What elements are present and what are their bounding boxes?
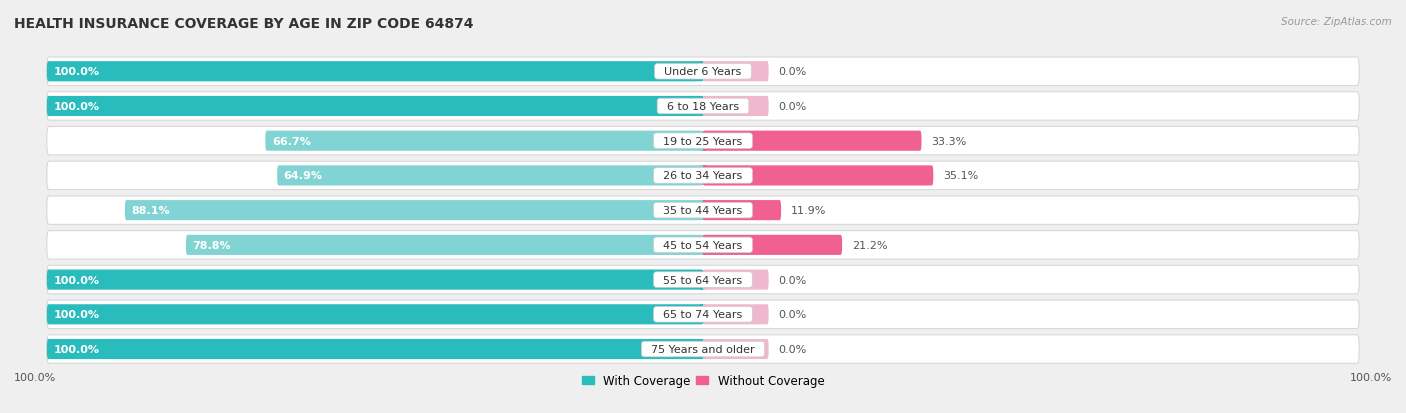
FancyBboxPatch shape xyxy=(46,162,1360,190)
Text: Source: ZipAtlas.com: Source: ZipAtlas.com xyxy=(1281,17,1392,26)
Text: 45 to 54 Years: 45 to 54 Years xyxy=(657,240,749,250)
Bar xyxy=(703,304,706,325)
FancyBboxPatch shape xyxy=(703,270,769,290)
FancyBboxPatch shape xyxy=(46,93,1360,121)
FancyBboxPatch shape xyxy=(46,197,1360,225)
FancyBboxPatch shape xyxy=(46,58,1360,86)
Bar xyxy=(700,339,703,359)
Text: 100.0%: 100.0% xyxy=(53,102,100,112)
Bar xyxy=(703,166,706,186)
Bar xyxy=(700,304,703,325)
Text: 55 to 64 Years: 55 to 64 Years xyxy=(657,275,749,285)
FancyBboxPatch shape xyxy=(703,201,782,221)
FancyBboxPatch shape xyxy=(703,166,934,186)
FancyBboxPatch shape xyxy=(46,266,1360,294)
Text: HEALTH INSURANCE COVERAGE BY AGE IN ZIP CODE 64874: HEALTH INSURANCE COVERAGE BY AGE IN ZIP … xyxy=(14,17,474,31)
FancyBboxPatch shape xyxy=(186,235,703,255)
Text: 75 Years and older: 75 Years and older xyxy=(644,344,762,354)
FancyBboxPatch shape xyxy=(703,131,921,152)
Text: 100.0%: 100.0% xyxy=(1350,372,1392,382)
Text: 35.1%: 35.1% xyxy=(943,171,979,181)
FancyBboxPatch shape xyxy=(46,62,703,82)
Text: 0.0%: 0.0% xyxy=(779,102,807,112)
Bar xyxy=(700,131,703,152)
Text: 88.1%: 88.1% xyxy=(132,206,170,216)
FancyBboxPatch shape xyxy=(703,339,769,359)
Bar xyxy=(700,201,703,221)
Text: 33.3%: 33.3% xyxy=(931,136,966,146)
FancyBboxPatch shape xyxy=(277,166,703,186)
Text: 100.0%: 100.0% xyxy=(53,344,100,354)
Bar xyxy=(700,270,703,290)
FancyBboxPatch shape xyxy=(46,97,703,117)
Bar xyxy=(703,339,706,359)
FancyBboxPatch shape xyxy=(125,201,703,221)
Text: 78.8%: 78.8% xyxy=(193,240,231,250)
Text: 0.0%: 0.0% xyxy=(779,67,807,77)
FancyBboxPatch shape xyxy=(46,335,1360,363)
Text: 100.0%: 100.0% xyxy=(53,275,100,285)
FancyBboxPatch shape xyxy=(46,339,703,359)
Text: 0.0%: 0.0% xyxy=(779,310,807,320)
Text: 35 to 44 Years: 35 to 44 Years xyxy=(657,206,749,216)
Text: 65 to 74 Years: 65 to 74 Years xyxy=(657,310,749,320)
Bar xyxy=(700,235,703,255)
Text: 100.0%: 100.0% xyxy=(53,67,100,77)
FancyBboxPatch shape xyxy=(703,235,842,255)
Text: 6 to 18 Years: 6 to 18 Years xyxy=(659,102,747,112)
FancyBboxPatch shape xyxy=(46,300,1360,329)
Legend: With Coverage, Without Coverage: With Coverage, Without Coverage xyxy=(576,369,830,392)
Text: 11.9%: 11.9% xyxy=(792,206,827,216)
Bar xyxy=(700,97,703,117)
FancyBboxPatch shape xyxy=(46,231,1360,259)
Bar xyxy=(703,201,706,221)
FancyBboxPatch shape xyxy=(46,270,703,290)
FancyBboxPatch shape xyxy=(703,304,769,325)
Text: 0.0%: 0.0% xyxy=(779,275,807,285)
Bar xyxy=(700,166,703,186)
Bar xyxy=(700,62,703,82)
Text: 66.7%: 66.7% xyxy=(271,136,311,146)
Text: 26 to 34 Years: 26 to 34 Years xyxy=(657,171,749,181)
Text: 100.0%: 100.0% xyxy=(14,372,56,382)
FancyBboxPatch shape xyxy=(703,97,769,117)
FancyBboxPatch shape xyxy=(266,131,703,152)
Text: 100.0%: 100.0% xyxy=(53,310,100,320)
Text: 19 to 25 Years: 19 to 25 Years xyxy=(657,136,749,146)
Text: Under 6 Years: Under 6 Years xyxy=(658,67,748,77)
FancyBboxPatch shape xyxy=(46,127,1360,156)
Bar xyxy=(703,235,706,255)
Text: 21.2%: 21.2% xyxy=(852,240,887,250)
Bar xyxy=(703,97,706,117)
Bar xyxy=(703,131,706,152)
Text: 0.0%: 0.0% xyxy=(779,344,807,354)
Bar xyxy=(703,62,706,82)
FancyBboxPatch shape xyxy=(46,304,703,325)
Bar xyxy=(703,270,706,290)
FancyBboxPatch shape xyxy=(703,62,769,82)
Text: 64.9%: 64.9% xyxy=(284,171,323,181)
